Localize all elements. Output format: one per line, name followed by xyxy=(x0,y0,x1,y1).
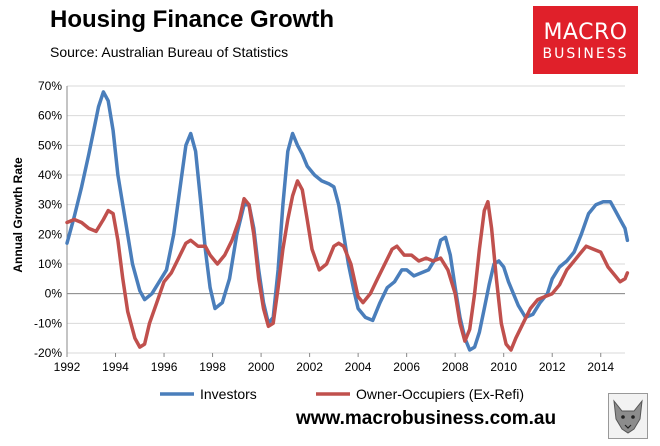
macrobusiness-logo: MACRO BUSINESS xyxy=(533,6,638,74)
x-tick-label: 2002 xyxy=(296,360,323,374)
y-tick-label: -20% xyxy=(34,346,62,360)
x-tick-label: 2004 xyxy=(345,360,372,374)
series-line-investors xyxy=(65,90,630,352)
x-tick-label: 1992 xyxy=(54,360,81,374)
x-tick-label: 1996 xyxy=(151,360,178,374)
y-tick-label: 10% xyxy=(38,257,62,271)
x-tick-label: 2014 xyxy=(587,360,614,374)
x-tick-label: 2000 xyxy=(248,360,275,374)
x-tick-label: 1994 xyxy=(102,360,129,374)
x-tick-label: 1998 xyxy=(199,360,226,374)
x-tick-label: 2012 xyxy=(539,360,566,374)
y-tick-label: 30% xyxy=(38,198,62,212)
x-tick-label: 2010 xyxy=(490,360,517,374)
y-tick-label: 40% xyxy=(38,168,62,182)
logo-text-macro: MACRO xyxy=(543,20,628,45)
y-tick-label: 70% xyxy=(38,79,62,93)
x-tick-label: 2008 xyxy=(442,360,469,374)
y-tick-label: 0% xyxy=(45,287,63,301)
chart-subtitle: Source: Australian Bureau of Statistics xyxy=(50,44,289,60)
y-tick-label: 60% xyxy=(38,109,62,123)
y-tick-label: 50% xyxy=(38,138,62,152)
logo-text-business: BUSINESS xyxy=(542,46,629,62)
website-url: www.macrobusiness.com.au xyxy=(296,408,557,429)
x-tick-label: 2006 xyxy=(393,360,420,374)
wolf-icon xyxy=(608,393,648,439)
legend-label: Investors xyxy=(200,386,257,402)
y-tick-label: -10% xyxy=(34,316,62,330)
series-line-owner-occupiers xyxy=(65,179,630,352)
chart-title: Housing Finance Growth xyxy=(50,6,335,33)
legend-label: Owner-Occupiers (Ex-Refi) xyxy=(356,386,524,402)
y-tick-label: 20% xyxy=(38,227,62,241)
